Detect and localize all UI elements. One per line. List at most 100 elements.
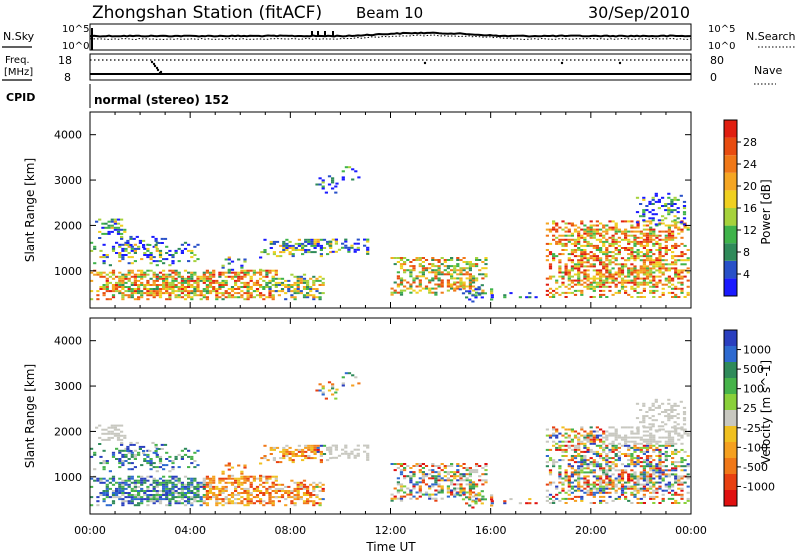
power-cell	[577, 271, 581, 274]
velocity-cell	[208, 490, 213, 492]
power-cell	[602, 275, 606, 278]
velocity-cell	[475, 471, 479, 474]
velocity-cell	[475, 469, 479, 472]
velocity-cell	[608, 448, 612, 451]
power-cell	[608, 220, 612, 223]
velocity-cell	[277, 483, 281, 486]
power-cell	[143, 275, 147, 278]
power-cell	[592, 255, 596, 258]
power-cell	[344, 238, 348, 241]
power-cell	[424, 287, 429, 290]
power-cell	[624, 238, 628, 241]
power-cell	[605, 224, 609, 227]
power-cell	[140, 277, 144, 280]
velocity-cell	[133, 494, 137, 496]
power-cell	[503, 296, 507, 299]
velocity-cell	[415, 463, 419, 465]
velocity-cell	[671, 430, 675, 433]
power-cell	[272, 253, 276, 256]
velocity-cell	[116, 432, 121, 435]
velocity-cell	[296, 496, 300, 499]
velocity-cell	[309, 500, 313, 503]
power-cell	[484, 273, 488, 276]
velocity-cell	[545, 461, 549, 464]
power-cell	[196, 279, 200, 282]
velocity-cell	[636, 479, 640, 482]
power-cell	[121, 256, 125, 259]
power-cell	[309, 288, 313, 290]
power-cell	[347, 250, 351, 253]
velocity-cell	[111, 475, 116, 478]
velocity-cell	[561, 487, 565, 490]
power-cell	[633, 283, 637, 286]
power-cell	[580, 289, 584, 292]
power-cell	[297, 244, 301, 247]
power-cell	[143, 247, 147, 250]
power-cell	[212, 275, 216, 278]
power-cell	[215, 296, 219, 299]
velocity-cell	[608, 479, 612, 482]
velocity-cell	[255, 496, 260, 499]
velocity-cell	[234, 487, 238, 490]
velocity-colorbar-tick-label: -100	[743, 441, 768, 454]
power-cell	[667, 226, 671, 229]
velocity-cell	[121, 485, 125, 488]
velocity-cell	[674, 502, 678, 504]
velocity-cell	[290, 490, 294, 492]
velocity-cell	[137, 479, 141, 482]
velocity-cell	[165, 481, 169, 484]
velocity-cell	[105, 460, 109, 462]
velocity-colorbar-swatch	[724, 458, 737, 474]
velocity-cell	[583, 483, 587, 486]
velocity-cell	[642, 417, 646, 420]
power-colorbar-tick-label: 4	[743, 268, 750, 281]
power-cell	[271, 296, 275, 299]
velocity-cell	[453, 493, 457, 496]
velocity-cell	[630, 440, 634, 443]
power-cell	[468, 265, 472, 268]
velocity-cell	[564, 479, 568, 482]
power-cell	[212, 286, 216, 288]
power-cell	[648, 200, 652, 203]
velocity-cell	[127, 502, 131, 505]
power-cell	[627, 247, 631, 249]
power-cell	[680, 277, 684, 280]
velocity-cell	[155, 470, 159, 473]
power-cell	[353, 242, 357, 245]
velocity-cell	[101, 432, 105, 435]
velocity-cell	[589, 502, 593, 504]
power-cell	[580, 220, 584, 223]
power-cell	[592, 257, 596, 260]
power-cell	[212, 281, 216, 284]
power-cell	[171, 284, 175, 286]
velocity-cell	[642, 487, 646, 490]
power-cell	[302, 294, 307, 297]
velocity-cell	[573, 436, 578, 439]
velocity-cell	[667, 442, 671, 445]
power-cell	[636, 230, 640, 233]
velocity-cell	[592, 483, 596, 486]
power-cell	[421, 271, 425, 274]
power-cell	[165, 252, 169, 254]
power-cell	[608, 259, 612, 262]
power-cell	[592, 279, 596, 282]
power-cell	[180, 277, 184, 280]
velocity-cell	[143, 453, 147, 456]
power-cell	[155, 241, 159, 244]
power-cell	[682, 207, 687, 210]
velocity-cell	[674, 479, 678, 482]
velocity-cell	[481, 473, 485, 476]
power-cell	[124, 249, 128, 252]
velocity-cell	[133, 498, 137, 501]
power-cell	[140, 296, 144, 299]
power-cell	[577, 230, 581, 233]
velocity-cell	[177, 479, 181, 482]
power-cell	[293, 292, 297, 295]
power-cell	[617, 236, 621, 239]
velocity-cell	[624, 455, 628, 457]
velocity-cell	[573, 479, 578, 482]
velocity-cell	[605, 477, 609, 480]
power-cell	[221, 294, 225, 297]
velocity-cell	[357, 382, 361, 385]
velocity-cell	[478, 499, 482, 502]
